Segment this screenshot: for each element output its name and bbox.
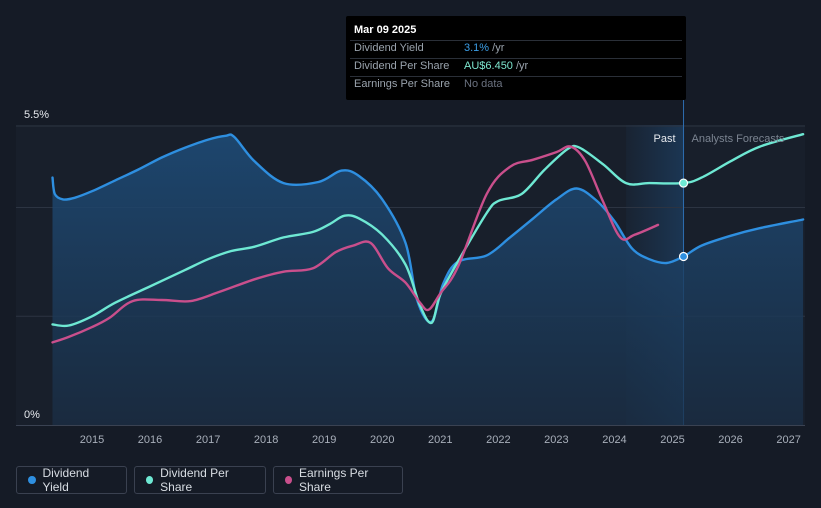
tooltip-suffix: /yr: [489, 42, 505, 54]
x-tick-label: 2017: [196, 434, 220, 446]
dividend-yield-area: [52, 134, 804, 426]
legend-dot-icon: [28, 476, 36, 484]
tooltip-value-dividend-yield: 3.1% /yr: [464, 42, 504, 54]
legend-dot-icon: [285, 476, 292, 484]
forecast-label: Analysts Forecasts: [692, 133, 785, 145]
legend-dividend-per-share[interactable]: Dividend Per Share: [134, 466, 266, 494]
y-tick-label-top: 5.5%: [24, 109, 49, 121]
x-tick-label: 2025: [660, 434, 684, 446]
x-tick-label: 2020: [370, 434, 394, 446]
tooltip-label-dividend-per-share: Dividend Per Share: [354, 60, 450, 72]
x-tick-label: 2021: [428, 434, 452, 446]
tooltip-value-text: AU$6.450: [464, 60, 513, 72]
x-tick-label: 2019: [312, 434, 336, 446]
legend-label: Dividend Per Share: [160, 466, 229, 494]
tooltip-date: Mar 09 2025: [354, 24, 417, 36]
x-tick-label: 2022: [486, 434, 510, 446]
x-tick-label: 2018: [254, 434, 278, 446]
tooltip-value-earnings-per-share: No data: [464, 78, 503, 90]
dividend-per-share-line: [51, 133, 805, 328]
tooltip-suffix: /yr: [512, 60, 529, 72]
y-tick-label-bottom: 0%: [24, 409, 40, 421]
earnings-per-share-line: [51, 145, 660, 344]
legend-earnings-per-share[interactable]: Earnings Per Share: [273, 466, 403, 494]
dividend-yield-line: [51, 133, 805, 324]
x-tick-label: 2015: [80, 434, 104, 446]
dividend-yield-marker: [678, 251, 689, 262]
tooltip-divider: [350, 40, 682, 41]
chart-tooltip: Mar 09 2025 Dividend Yield 3.1% /yr Divi…: [346, 16, 686, 100]
tooltip-divider: [350, 58, 682, 59]
tooltip-label-dividend-yield: Dividend Yield: [354, 42, 424, 54]
tooltip-label-earnings-per-share: Earnings Per Share: [354, 78, 450, 90]
x-tick-label: 2027: [776, 434, 800, 446]
tooltip-divider: [350, 76, 682, 77]
legend-label: Dividend Yield: [42, 466, 90, 494]
x-tick-label: 2026: [718, 434, 742, 446]
legend-dot-icon: [146, 476, 154, 484]
x-tick-label: 2024: [602, 434, 626, 446]
past-label: Past: [654, 133, 676, 145]
tooltip-value-dividend-per-share: AU$6.450 /yr: [464, 60, 528, 72]
legend-dividend-yield[interactable]: Dividend Yield: [16, 466, 127, 494]
x-tick-label: 2023: [544, 434, 568, 446]
tooltip-value-text: 3.1%: [464, 42, 490, 54]
dividend-per-share-marker: [678, 178, 689, 188]
x-tick-label: 2016: [138, 434, 162, 446]
legend-label: Earnings Per Share: [298, 466, 369, 494]
